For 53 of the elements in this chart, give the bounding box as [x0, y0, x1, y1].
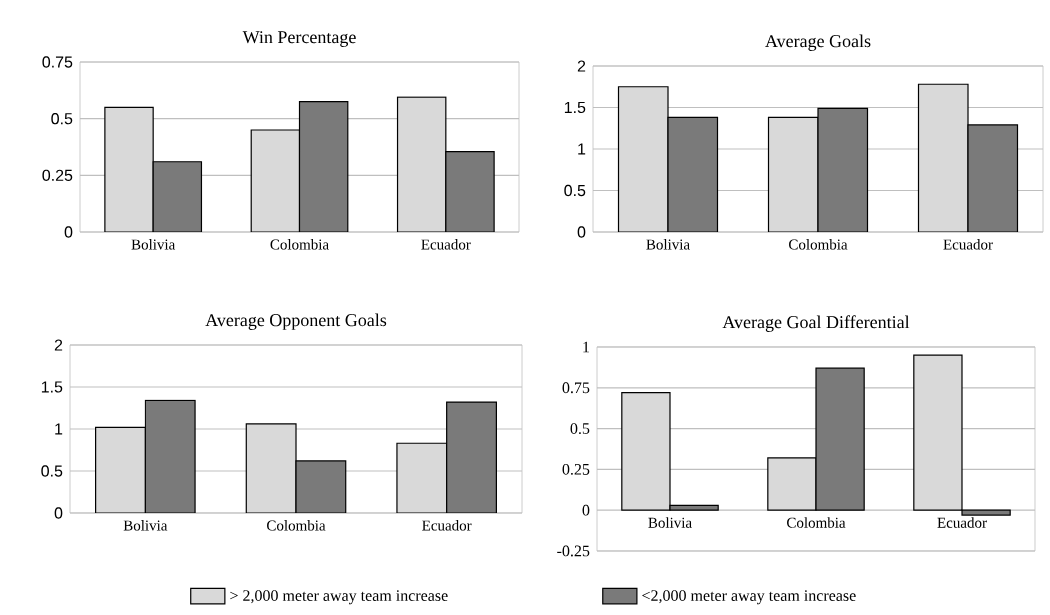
bar	[917, 83, 969, 232]
y-tick-label: 0	[64, 226, 73, 238]
x-tick-label: Colombia	[270, 239, 329, 250]
y-tick-label: -0.25	[557, 545, 590, 557]
x-tick-label: Ecuador	[422, 520, 472, 531]
bar	[396, 442, 448, 513]
y-tick-label: 0.5	[570, 423, 590, 435]
x-tick-label: Bolivia	[123, 520, 168, 531]
bar	[250, 129, 301, 232]
y-tick-label: 0.5	[41, 465, 63, 477]
y-tick-label: 1	[583, 341, 589, 353]
x-tick-label: Ecuador	[943, 239, 993, 250]
x-tick-label: Colombia	[787, 517, 846, 528]
y-tick-label: 1.5	[41, 381, 63, 393]
x-tick-label: Colombia	[789, 239, 848, 250]
bar	[817, 107, 869, 232]
x-tick-label: Ecuador	[937, 517, 987, 528]
y-tick-label: 2	[577, 60, 586, 72]
chart-title: Average Goals	[765, 34, 871, 51]
x-tick-label: Bolivia	[648, 517, 692, 528]
chart-title: Win Percentage	[242, 31, 356, 47]
y-tick-label: 0.5	[564, 184, 586, 197]
y-tick-label: 0.25	[42, 169, 73, 181]
y-tick-label: 0.25	[562, 463, 590, 475]
y-tick-label: 0	[54, 507, 63, 519]
bar	[245, 423, 297, 513]
x-tick-label: Bolivia	[646, 239, 690, 250]
y-tick-label: 0	[577, 226, 586, 238]
chart-title: Average Opponent Goals	[205, 313, 387, 330]
bar	[104, 106, 154, 232]
bar	[667, 116, 719, 232]
y-tick-label: 2	[54, 339, 63, 351]
bar	[95, 426, 146, 513]
y-tick-label: 1.5	[564, 101, 586, 114]
y-tick-label: 0.75	[562, 382, 590, 394]
x-tick-label: Ecuador	[421, 239, 471, 250]
bar	[767, 116, 819, 232]
y-tick-label: 0.5	[51, 113, 73, 125]
legend-label: > 2,000 meter away team increase	[230, 590, 448, 605]
y-tick-label: 0	[582, 504, 590, 516]
bar	[617, 86, 669, 232]
x-tick-label: Bolivia	[131, 239, 176, 250]
bar	[152, 161, 203, 232]
y-tick-label: 1	[55, 423, 63, 435]
bar	[396, 96, 447, 232]
x-tick-label: Colombia	[267, 520, 326, 531]
chart-title: Average Goal Differential	[722, 315, 910, 332]
bar	[298, 101, 349, 232]
legend-label: <2,000 meter away team increase	[642, 590, 856, 605]
y-tick-label: 1	[578, 143, 586, 155]
bar	[445, 150, 495, 232]
bar	[967, 124, 1019, 232]
y-tick-label: 0.75	[42, 56, 73, 68]
